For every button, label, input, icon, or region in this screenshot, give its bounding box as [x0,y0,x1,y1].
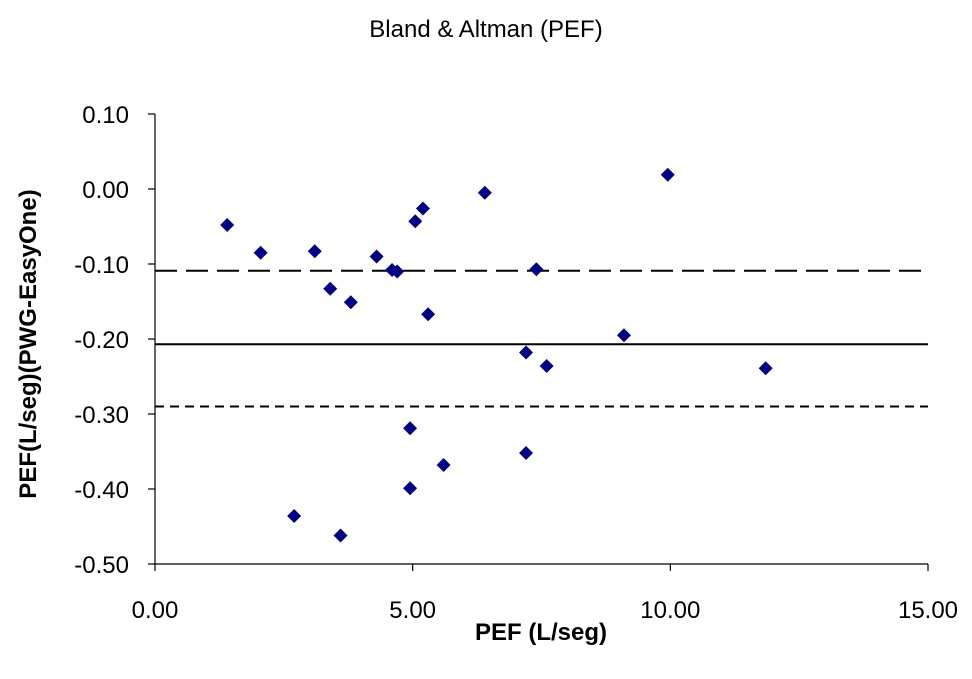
data-point [421,307,436,322]
x-axis-title: PEF (L/seg) [475,619,607,646]
data-points [220,167,773,543]
y-axis-title: PEF(L/seg)(PWG-EasyOne) [15,189,42,498]
data-point [220,218,235,232]
data-point [333,528,348,543]
data-point [369,249,384,264]
x-tick-label: 10.00 [640,597,700,624]
chart-title: Bland & Altman (PEF) [369,16,603,43]
data-point [403,421,418,436]
y-tick-label: -0.40 [74,477,129,504]
data-point [436,458,451,472]
data-point [660,167,675,182]
data-point [529,262,544,277]
data-point [408,214,423,229]
data-point [539,359,554,373]
data-point [403,481,418,496]
y-tick-label: -0.50 [74,552,129,579]
data-point [343,295,358,310]
x-tick-label: 15.00 [898,597,958,624]
data-point [287,509,302,523]
data-point [758,361,773,376]
data-point [519,446,534,460]
data-point [307,244,322,259]
reference-lines [155,269,928,408]
data-point [477,185,492,200]
data-point [616,328,631,343]
data-point [253,245,268,260]
data-point [415,201,430,216]
y-tick-label: 0.10 [82,102,129,129]
x-tick-label: 5.00 [389,597,436,624]
y-tick-label: -0.20 [74,327,129,354]
y-tick-label: -0.10 [74,252,129,279]
y-tick-label: -0.30 [74,402,129,429]
data-point [519,345,534,360]
data-point [390,264,405,279]
x-tick-label: 0.00 [132,597,179,624]
data-point [323,281,338,296]
y-tick-label: 0.00 [82,177,129,204]
axes: 0.100.00-0.10-0.20-0.30-0.40-0.500.00 5.0… [74,102,958,624]
